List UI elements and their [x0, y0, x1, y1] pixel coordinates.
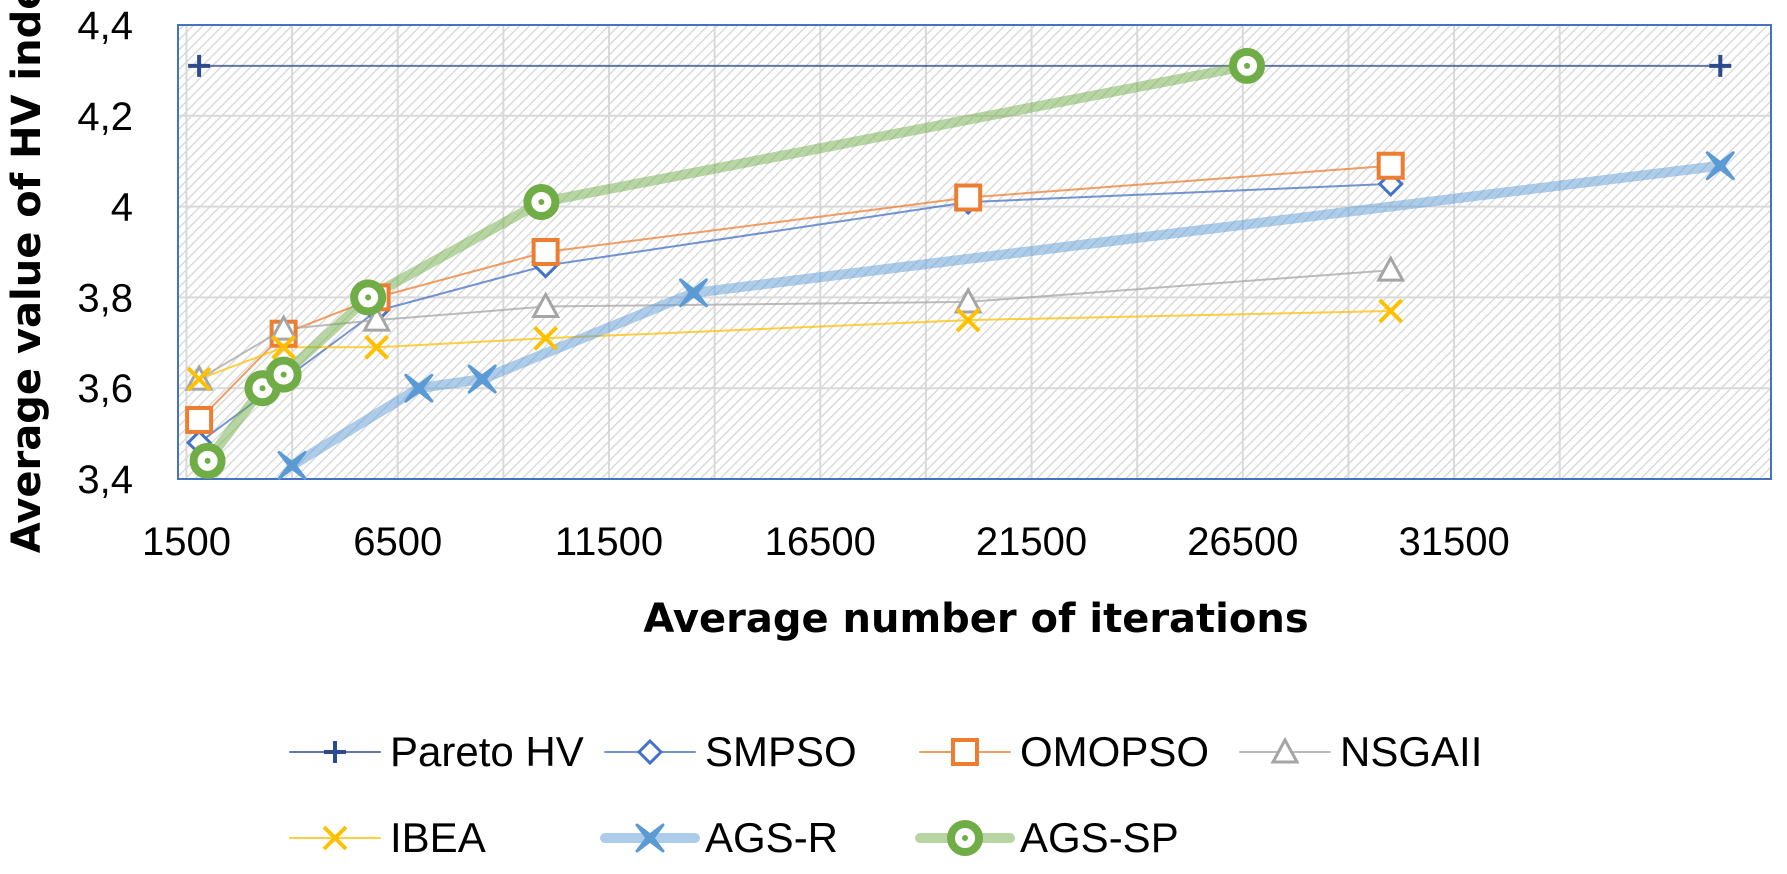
y-tick-label: 3,4 [77, 458, 133, 502]
data-point-ags-r [1705, 151, 1735, 181]
y-tick-label: 4,2 [77, 95, 133, 139]
data-point-ibea [533, 325, 559, 351]
data-point-pareto-hv [1709, 54, 1732, 77]
data-point-omopso [954, 183, 983, 212]
x-tick-label: 26500 [1187, 520, 1298, 564]
y-tick-label: 4,4 [77, 4, 133, 48]
legend-marker [947, 820, 983, 856]
legend-item-omopso: OMOPSO [919, 728, 1209, 775]
legend-item-ags-r: AGS-R [600, 814, 838, 861]
x-axis-ticks: 1500 6500 11500 16500 21500 26500 31500 [142, 520, 1510, 564]
data-point-ags-sp [1229, 47, 1266, 84]
x-axis-title: Average number of iterations [643, 596, 1308, 642]
data-point-ags-sp [350, 279, 387, 316]
x-tick-label: 31500 [1398, 520, 1509, 564]
x-tick-label: 6500 [353, 520, 442, 564]
legend-marker [635, 823, 665, 853]
legend-marker [324, 741, 346, 763]
data-point-nsgaii [531, 291, 561, 318]
data-point-omopso [531, 238, 560, 266]
legend-marker [1270, 736, 1300, 764]
data-point-ibea [1378, 298, 1404, 324]
data-point-ags-r [404, 373, 434, 403]
y-tick-label: 4 [111, 186, 133, 230]
data-point-ibea [955, 307, 981, 333]
legend-item-ags-sp: AGS-SP [915, 814, 1179, 861]
data-point-pareto-hv [188, 54, 211, 77]
series-line-omopso [198, 164, 1392, 421]
data-point-ags-sp [265, 356, 302, 393]
y-axis-title: Average value of HV index [4, 0, 50, 553]
plot-border [177, 24, 1772, 480]
legend-item-ibea: IBEA [289, 814, 486, 861]
data-point-ibea [271, 334, 297, 360]
legend-item-pareto-hv: Pareto HV [289, 728, 584, 775]
legend-label: Pareto HV [390, 728, 584, 775]
legend-label: SMPSO [705, 728, 857, 775]
x-tick-label: 16500 [765, 520, 876, 564]
legend-item-smpso: SMPSO [604, 728, 857, 775]
legend-label: IBEA [390, 814, 486, 861]
data-point-nsgaii [953, 286, 983, 314]
legend: Pareto HV SMPSO OMOPSO NSGAII IBEA AGS-R AGS-S… [289, 728, 1482, 861]
legend-marker [322, 825, 348, 851]
data-point-nsgaii [1376, 255, 1406, 282]
legend-label: AGS-R [705, 814, 838, 861]
series-line-ibea [198, 310, 1392, 381]
x-tick-label: 11500 [555, 520, 663, 564]
legend-label: AGS-SP [1020, 814, 1179, 861]
legend-label: NSGAII [1340, 728, 1482, 775]
data-point-nsgaii [362, 304, 392, 332]
legend-item-nsgaii: NSGAII [1239, 728, 1482, 775]
y-axis-ticks: 3,4 3,6 3,8 4 4,2 4,4 [77, 4, 133, 502]
data-point-omopso [185, 405, 214, 434]
y-tick-label: 3,6 [77, 367, 133, 411]
series-markers [184, 47, 1735, 480]
x-tick-label: 21500 [976, 520, 1087, 564]
plot-area [178, 25, 1771, 479]
legend-marker [951, 738, 979, 766]
data-point-ags-sp [189, 442, 226, 479]
series-line-nsgaii [198, 269, 1392, 381]
data-point-ags-r [679, 278, 709, 308]
data-point-ags-r [467, 364, 497, 394]
y-tick-label: 3,8 [77, 276, 133, 320]
legend-marker [636, 738, 664, 766]
data-point-ags-r [277, 450, 307, 480]
data-point-ags-sp [523, 184, 560, 221]
data-point-ibea [364, 334, 390, 360]
data-point-nsgaii [269, 314, 299, 341]
x-tick-label: 1500 [142, 520, 231, 564]
data-point-ibea [186, 366, 212, 392]
data-point-omopso [1376, 151, 1405, 180]
legend-label: OMOPSO [1020, 728, 1209, 775]
